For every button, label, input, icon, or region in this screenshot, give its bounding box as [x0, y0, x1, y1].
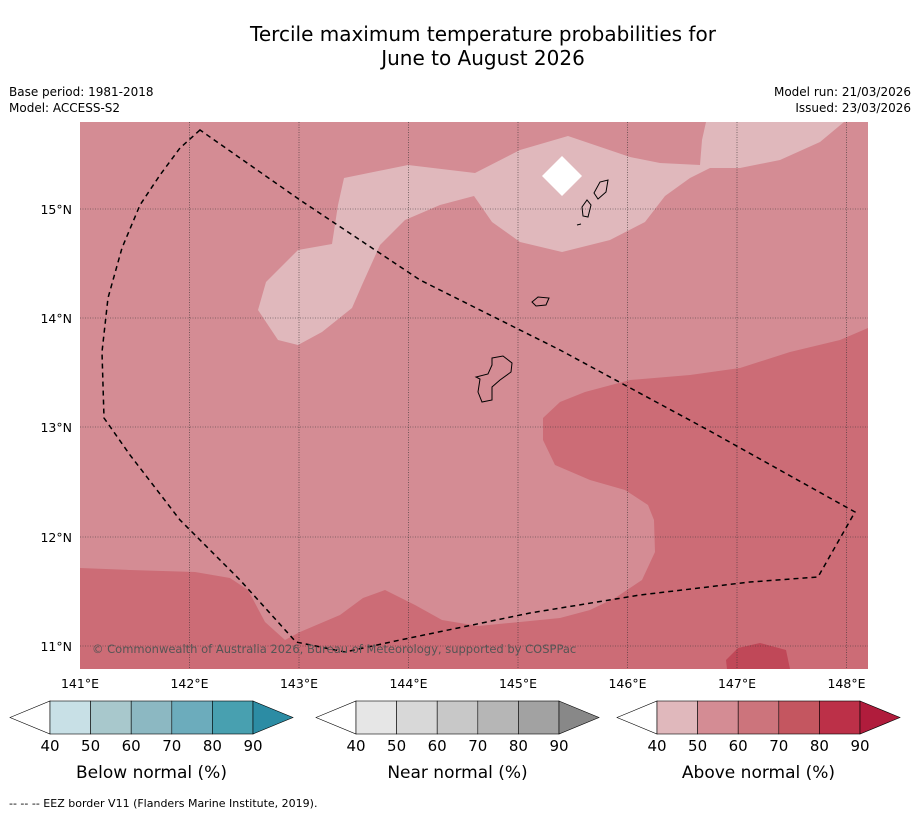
lat-label: 12°N [40, 530, 72, 545]
legend-swatch [477, 700, 519, 735]
lat-label: 14°N [40, 311, 72, 326]
legend-tick-label: 40 [647, 737, 666, 755]
legend-extend-high [252, 700, 294, 735]
lon-label: 143°E [280, 676, 318, 691]
legend-tick-label: 80 [509, 737, 528, 755]
masked-point [542, 156, 582, 196]
legend-tick-label: 60 [729, 737, 748, 755]
map-area: © Commonwealth of Australia 2026, Bureau… [80, 122, 868, 669]
copyright-text: © Commonwealth of Australia 2026, Bureau… [92, 642, 576, 656]
lat-label: 11°N [40, 639, 72, 654]
legend-extend-high [558, 700, 600, 735]
lon-label: 147°E [718, 676, 756, 691]
legend-tick-label: 90 [243, 737, 262, 755]
legend-tick-label: 70 [162, 737, 181, 755]
legend-tick-label: 70 [468, 737, 487, 755]
legend-tick-label: 50 [81, 737, 100, 755]
contour-band-60-70-east [80, 328, 868, 669]
legend-swatch [819, 700, 861, 735]
legend-extend-low [9, 700, 51, 735]
legend-tick-label: 50 [688, 737, 707, 755]
legend-title: Near normal (%) [387, 763, 527, 783]
legend-swatch [656, 700, 698, 735]
islands [474, 179, 609, 403]
aguijan-island [576, 223, 582, 226]
chart-title: Tercile maximum temperature probabilitie… [0, 22, 919, 70]
legend-colorbar: 40 50 60 70 80 90 Near normal (%) [315, 700, 600, 783]
lon-label: 141°E [61, 676, 99, 691]
guam-island [474, 355, 513, 403]
model-run: Model run: 21/03/2026 [773, 85, 911, 99]
legend-tick-label: 80 [810, 737, 829, 755]
contour-band-70-80-patch [726, 643, 790, 669]
base-period: Base period: 1981-2018 [9, 85, 154, 99]
lon-label: 144°E [389, 676, 427, 691]
legend-tick-label: 40 [346, 737, 365, 755]
legend-extend-high [859, 700, 901, 735]
legend-swatch [90, 700, 132, 735]
tinian-island [581, 199, 592, 218]
issued-date: Issued: 23/03/2026 [795, 101, 911, 115]
legend-extend-low [315, 700, 357, 735]
legend-tick-label: 60 [122, 737, 141, 755]
title-line-2: June to August 2026 [381, 46, 585, 70]
lon-label: 148°E [827, 676, 865, 691]
legend-title: Above normal (%) [682, 763, 835, 783]
latitude-labels: 15°N 14°N 13°N 12°N 11°N [40, 202, 72, 654]
legends: 40 50 60 70 80 90 Below normal (%) 40 50 60 70 80 90… [9, 700, 901, 783]
legend-swatch [49, 700, 91, 735]
legend-swatch [171, 700, 213, 735]
legend-tick-label: 60 [428, 737, 447, 755]
legend-colorbar: 40 50 60 70 80 90 Above normal (%) [616, 700, 901, 783]
legend-tick-label: 90 [549, 737, 568, 755]
longitude-labels: 141°E 142°E 143°E 144°E 145°E 146°E 147°E 148°E [61, 676, 866, 691]
gridlines [80, 122, 868, 669]
legend-swatch [355, 700, 397, 735]
legend-tick-label: 50 [387, 737, 406, 755]
legend-swatch [130, 700, 173, 735]
meta-left: Base period: 1981-2018 Model: ACCESS-S2 [9, 84, 154, 116]
title-line-1: Tercile maximum temperature probabilitie… [250, 22, 716, 46]
legend-tick-label: 90 [850, 737, 869, 755]
lon-label: 145°E [499, 676, 537, 691]
eez-footnote: -- -- -- EEZ border V11 (Flanders Marine… [9, 797, 318, 810]
saipan-island [593, 179, 609, 200]
legend-swatch [436, 700, 479, 735]
legend-extend-low [616, 700, 658, 735]
legend-swatch [697, 700, 739, 735]
legend-tick-label: 80 [203, 737, 222, 755]
model-name: Model: ACCESS-S2 [9, 101, 121, 115]
legend-tick-label: 70 [769, 737, 788, 755]
legend-swatch [518, 700, 560, 735]
legend-swatch [212, 700, 254, 735]
lon-label: 146°E [608, 676, 646, 691]
eez-border [101, 129, 857, 653]
legend-tick-label: 40 [40, 737, 59, 755]
legend-title: Below normal (%) [76, 763, 227, 783]
legend-colorbar: 40 50 60 70 80 90 Below normal (%) [9, 700, 294, 783]
legend-swatch [396, 700, 438, 735]
rota-island [531, 296, 550, 307]
legend-swatch [737, 700, 780, 735]
lon-label: 142°E [170, 676, 208, 691]
lat-label: 15°N [40, 202, 72, 217]
legend-swatch [778, 700, 820, 735]
contour-band-50-60-top [258, 122, 844, 345]
meta-right: Model run: 21/03/2026 Issued: 23/03/2026 [774, 84, 911, 116]
lat-label: 13°N [40, 420, 72, 435]
